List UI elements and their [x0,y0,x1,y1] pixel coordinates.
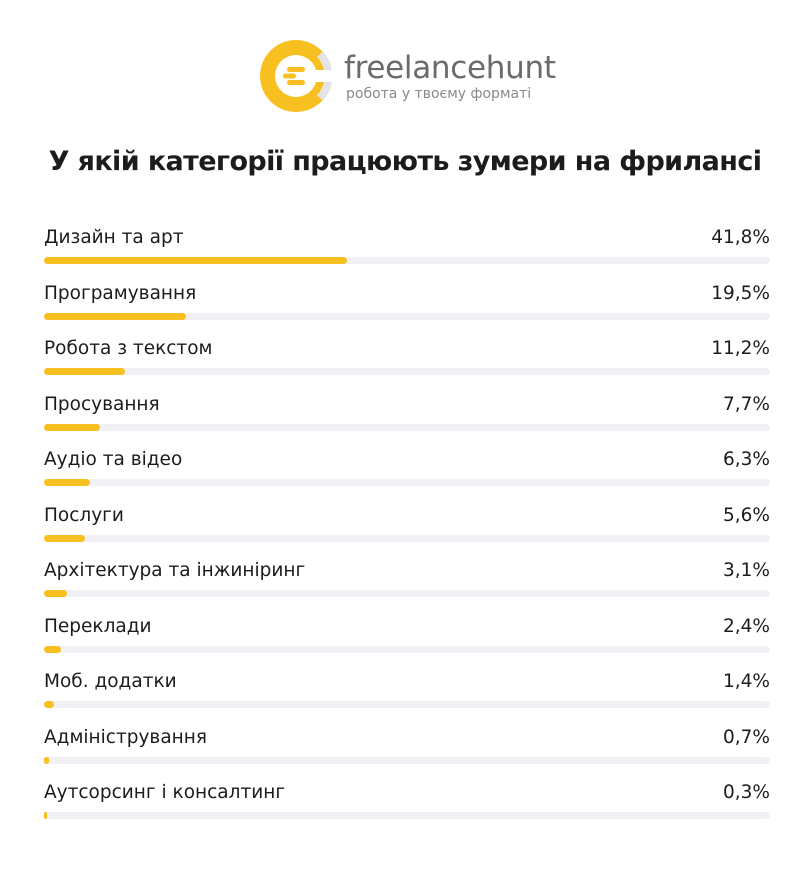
category-label: Переклади [44,615,152,637]
value-label: 5,6% [723,504,770,526]
bar [44,534,85,542]
bar [44,701,55,708]
bar-row: Просування 7,7% [44,387,770,443]
value-label: 19,5% [711,282,770,304]
value-label: 6,3% [723,449,770,470]
bar-row: Моб. додатки 1,4% [44,664,770,720]
bar-row: Дизайн та арт 41,8% [44,220,770,276]
bar [44,756,50,764]
bar-row: Програмування 19,5% [44,276,770,332]
bar-track [44,534,770,542]
bar-track [44,645,770,653]
category-label: Просування [44,393,160,415]
bar-track [44,756,770,764]
bar [44,368,126,375]
value-label: 41,8% [711,227,770,248]
bar-track [44,812,770,819]
bar [44,645,62,653]
value-label: 0,7% [723,726,770,748]
bar-track [44,368,770,375]
bar-chart: Дизайн та арт 41,8% Програмування 19,5% Робо… [44,220,770,831]
bar-row: Адміністрування 0,7% [44,720,770,776]
bar-track [44,423,770,431]
value-label: 1,4% [723,671,770,692]
bar-row: Архітектура та інжиніринг 3,1% [44,553,770,609]
category-label: Адміністрування [44,726,207,748]
category-label: Моб. додатки [44,671,177,692]
bar [44,479,90,486]
category-label: Послуги [44,504,124,526]
freelancehunt-logo-icon [260,40,334,112]
bar-row: Аутсорсинг і консалтинг 0,3% [44,775,770,831]
bar [44,423,100,431]
bar [44,257,348,264]
bar-row: Переклади 2,4% [44,609,770,665]
bar [44,590,67,597]
bar-track [44,590,770,597]
brand-logo: freelancehunt робота у твоєму форматі [258,38,558,114]
value-label: 11,2% [711,338,770,359]
chart-title: У якій категорії працюють зумери на фрил… [48,146,762,177]
category-label: Робота з текстом [44,338,213,359]
bar-track [44,257,770,264]
bar-row: Послуги 5,6% [44,498,770,554]
category-label: Аудіо та відео [44,449,183,470]
bar-track [44,479,770,486]
bar-track [44,701,770,708]
bar [44,812,47,819]
category-label: Архітектура та інжиніринг [44,560,306,581]
value-label: 7,7% [723,393,770,415]
bar [44,312,186,320]
category-label: Аутсорсинг і консалтинг [44,782,286,803]
category-label: Дизайн та арт [44,227,184,248]
brand-tagline: робота у твоєму форматі [346,86,532,102]
bar-row: Робота з текстом 11,2% [44,331,770,387]
brand-name: freelancehunt [344,50,556,86]
value-label: 0,3% [723,782,770,803]
bar-row: Аудіо та відео 6,3% [44,442,770,498]
bar-track [44,312,770,320]
category-label: Програмування [44,282,197,304]
value-label: 3,1% [723,560,770,581]
value-label: 2,4% [723,615,770,637]
